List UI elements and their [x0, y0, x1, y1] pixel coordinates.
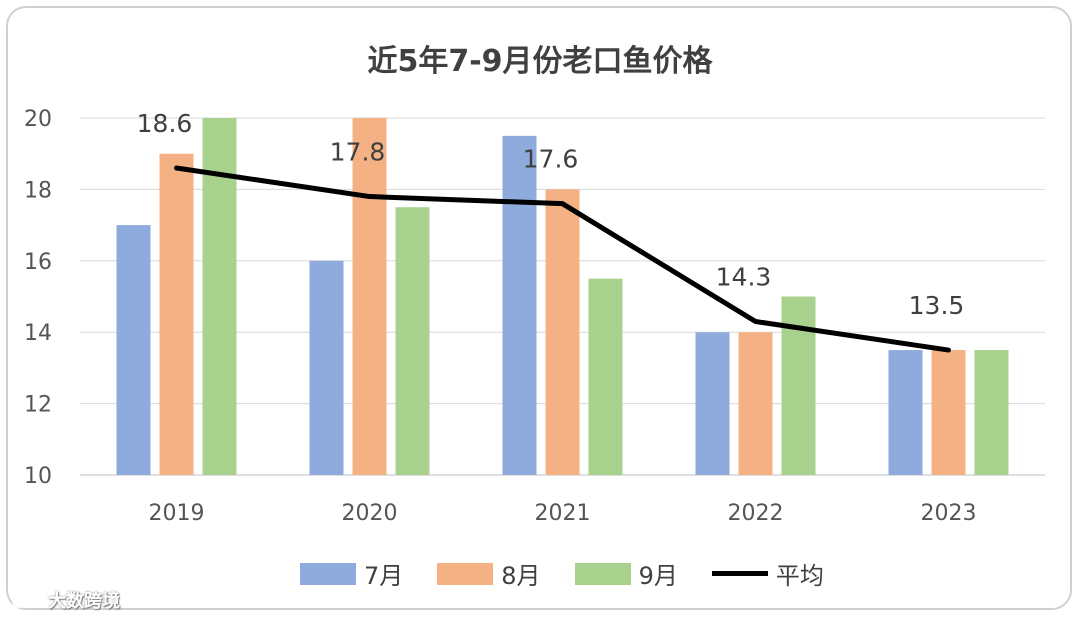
y-tick-label: 16 [24, 250, 52, 275]
legend-label-sep: 9月 [638, 562, 678, 590]
bar-9月-2023 [974, 350, 1009, 475]
y-tick-label: 20 [24, 107, 52, 132]
bar-9月-2020 [395, 207, 430, 475]
x-tick-label: 2019 [149, 501, 205, 526]
bar-7月-2019 [116, 225, 151, 475]
y-tick-label: 12 [24, 393, 52, 418]
bar-7月-2022 [695, 332, 730, 475]
x-tick-label: 2022 [728, 501, 784, 526]
legend-item-jul: 7月 [300, 556, 403, 591]
legend-label-jul: 7月 [364, 562, 404, 590]
x-tick-label: 2021 [535, 501, 591, 526]
average-data-label: 13.5 [909, 291, 965, 320]
legend-swatch-aug [437, 562, 494, 585]
watermark-logo: 大数跨境 [10, 587, 120, 613]
chart-legend: 7月 8月 9月 平均 [300, 556, 858, 591]
cloud-icon [12, 590, 43, 608]
bar-7月-2020 [309, 260, 344, 475]
legend-label-aug: 8月 [501, 562, 541, 590]
x-tick-label: 2023 [921, 501, 977, 526]
bar-8月-2022 [738, 332, 773, 475]
x-tick-label: 2020 [342, 501, 398, 526]
bar-8月-2019 [159, 153, 194, 475]
legend-swatch-sep [574, 562, 631, 585]
bar-7月-2021 [502, 135, 537, 475]
watermark-text: 大数跨境 [48, 591, 120, 612]
legend-swatch-avg [711, 571, 768, 576]
legend-item-sep: 9月 [574, 556, 678, 591]
average-data-label: 17.6 [523, 145, 579, 174]
legend-swatch-jul [300, 562, 356, 585]
average-data-label: 14.3 [716, 262, 772, 291]
y-tick-label: 10 [24, 464, 52, 489]
bar-9月-2021 [588, 278, 623, 475]
bar-8月-2023 [931, 350, 966, 475]
bar-7月-2023 [888, 350, 923, 475]
legend-item-aug: 8月 [437, 556, 541, 591]
chart-title: 近5年7-9月份老口鱼价格 [367, 44, 713, 79]
bar-9月-2022 [781, 296, 816, 475]
average-data-label: 17.8 [330, 138, 386, 167]
y-tick-label: 18 [24, 178, 52, 203]
y-tick-label: 14 [24, 321, 52, 346]
bar-8月-2020 [352, 118, 387, 475]
legend-label-avg: 平均 [775, 562, 824, 590]
legend-item-avg: 平均 [711, 556, 824, 591]
bar-8月-2021 [545, 189, 580, 475]
average-data-label: 18.6 [137, 109, 193, 138]
